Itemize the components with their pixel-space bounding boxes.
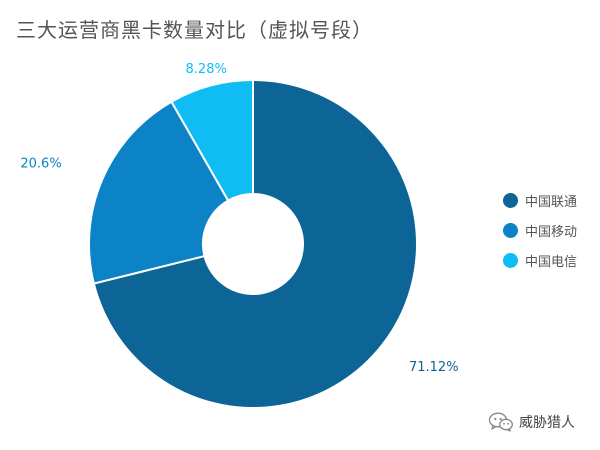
chart-legend: 中国联通中国移动中国电信 [503, 185, 577, 275]
pie-slice-2 [88, 100, 230, 285]
legend-label: 中国移动 [525, 224, 578, 240]
pie-slice-1 [92, 78, 418, 409]
data-label-2: 20.6% [20, 156, 61, 171]
legend-item-1: 中国联通 [503, 185, 577, 215]
data-label-3: 8.28% [186, 62, 227, 77]
legend-swatch [503, 222, 518, 238]
legend-swatch [503, 192, 518, 208]
legend-swatch [503, 252, 518, 268]
data-label-1: 71.12% [409, 360, 459, 375]
legend-label: 中国联通 [525, 194, 578, 210]
legend-item-2: 中国移动 [503, 215, 577, 245]
wechat-icon [488, 412, 513, 432]
chart-title: 三大运营商黑卡数量对比（虚拟号段） [16, 18, 373, 42]
legend-item-3: 中国电信 [503, 245, 577, 275]
watermark-text: 威胁猎人 [519, 415, 575, 431]
watermark: 威胁猎人 [488, 412, 575, 432]
pie-slice-3 [170, 78, 254, 202]
legend-label: 中国电信 [525, 254, 578, 270]
